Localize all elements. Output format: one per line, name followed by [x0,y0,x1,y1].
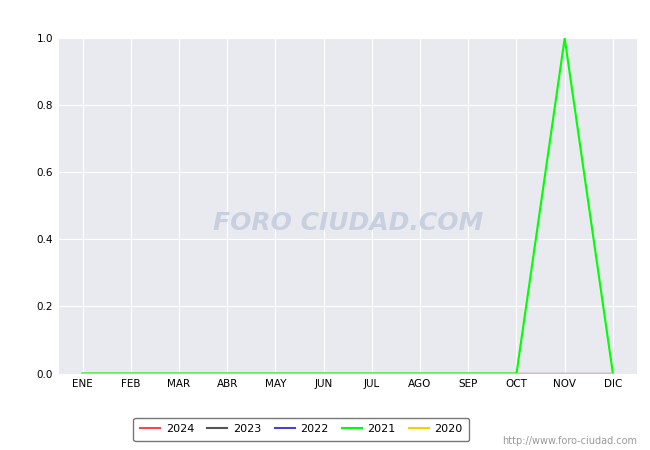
Text: http://www.foro-ciudad.com: http://www.foro-ciudad.com [502,436,637,446]
Text: FORO CIUDAD.COM: FORO CIUDAD.COM [213,211,483,234]
Text: Matriculaciones de Vehiculos en Villavelayo: Matriculaciones de Vehiculos en Villavel… [159,10,491,26]
Legend: 2024, 2023, 2022, 2021, 2020: 2024, 2023, 2022, 2021, 2020 [133,418,469,441]
